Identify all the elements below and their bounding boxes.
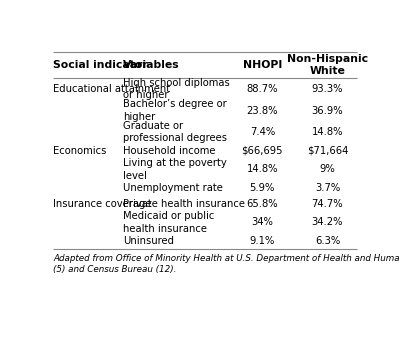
Text: Insurance coverage: Insurance coverage	[53, 199, 152, 209]
Text: 93.3%: 93.3%	[312, 84, 343, 94]
Text: Living at the poverty
level: Living at the poverty level	[123, 158, 226, 180]
Text: 6.3%: 6.3%	[315, 236, 340, 246]
Text: High school diplomas
or higher: High school diplomas or higher	[123, 78, 230, 100]
Text: Household income: Household income	[123, 146, 215, 156]
Text: 36.9%: 36.9%	[312, 105, 343, 116]
Text: 23.8%: 23.8%	[246, 105, 278, 116]
Text: Non-Hispanic
White: Non-Hispanic White	[287, 54, 368, 76]
Text: Bachelor’s degree or
higher: Bachelor’s degree or higher	[123, 99, 226, 122]
Text: 74.7%: 74.7%	[312, 199, 343, 209]
Text: Social indicator: Social indicator	[53, 60, 148, 70]
Text: 14.8%: 14.8%	[246, 164, 278, 174]
Text: Educational attainment: Educational attainment	[53, 84, 170, 94]
Text: 14.8%: 14.8%	[312, 127, 343, 137]
Text: Private health insurance: Private health insurance	[123, 199, 245, 209]
Text: 65.8%: 65.8%	[246, 199, 278, 209]
Text: Graduate or
professional degrees: Graduate or professional degrees	[123, 121, 227, 143]
Text: 5.9%: 5.9%	[250, 183, 275, 193]
Text: Variables: Variables	[123, 60, 180, 70]
Text: $71,664: $71,664	[307, 146, 348, 156]
Text: 9%: 9%	[320, 164, 335, 174]
Text: NHOPI: NHOPI	[243, 60, 282, 70]
Text: Economics: Economics	[53, 146, 106, 156]
Text: Unemployment rate: Unemployment rate	[123, 183, 223, 193]
Text: 9.1%: 9.1%	[250, 236, 275, 246]
Text: 7.4%: 7.4%	[250, 127, 275, 137]
Text: 34.2%: 34.2%	[312, 217, 343, 227]
Text: Medicaid or public
health insurance: Medicaid or public health insurance	[123, 211, 214, 234]
Text: 88.7%: 88.7%	[246, 84, 278, 94]
Text: Uninsured: Uninsured	[123, 236, 174, 246]
Text: Adapted from Office of Minority Health at U.S. Department of Health and Human Se: Adapted from Office of Minority Health a…	[53, 254, 400, 275]
Text: 3.7%: 3.7%	[315, 183, 340, 193]
Text: $66,695: $66,695	[242, 146, 283, 156]
Text: 34%: 34%	[252, 217, 273, 227]
